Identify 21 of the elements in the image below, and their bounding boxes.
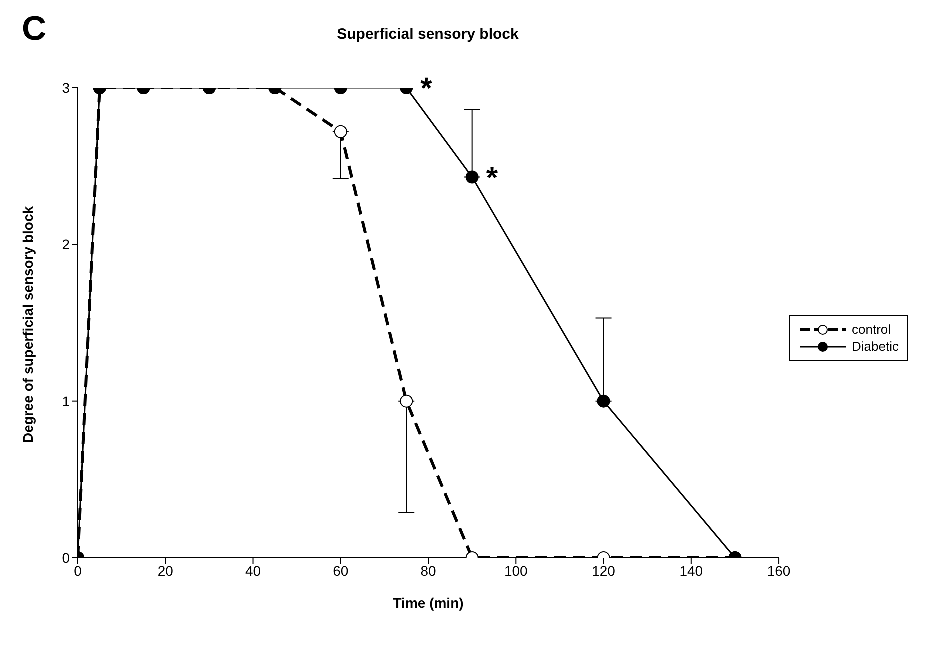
x-axis-title: Time (min) [393,595,464,611]
x-tick-label: 40 [245,562,262,579]
chart-title: Superficial sensory block [337,26,519,43]
y-axis-title: Degree of superficial sensory block [20,206,36,443]
x-tick-label: 120 [592,562,616,579]
y-tick-label: 3 [62,80,70,96]
x-tick-label: 140 [680,562,704,579]
y-tick-label: 2 [62,236,70,253]
y-tick-label: 0 [62,550,70,566]
annotation: * [486,162,498,195]
x-tick-label: 20 [158,562,174,579]
x-tick-label: 60 [333,562,349,579]
annotation: * [420,72,433,106]
x-tick-label: 0 [74,562,82,579]
x-tick-label: 80 [420,562,437,579]
legend-label: control [852,322,892,337]
y-tick-label: 1 [62,393,70,410]
x-tick-label: 100 [504,562,528,579]
x-tick-label: 160 [767,562,791,579]
legend-label: Diabetic [852,339,899,354]
text: C [22,10,47,49]
